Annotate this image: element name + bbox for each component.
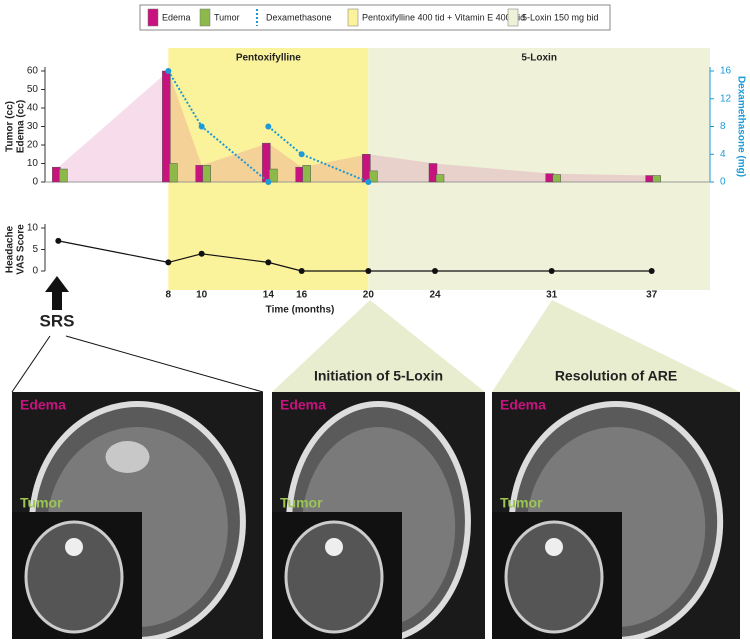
y2-tick-label: 0 [720, 177, 726, 188]
bar [169, 163, 178, 183]
edema-label: Edema [500, 397, 546, 413]
vas-point [432, 268, 438, 274]
bar [435, 174, 445, 183]
panel-heading: Resolution of ARE [555, 368, 677, 384]
vas-point [365, 268, 372, 274]
bar [369, 170, 378, 183]
inset-skull [284, 520, 384, 634]
dexamethasone-point [298, 151, 305, 158]
x-tick-label: 16 [296, 290, 308, 301]
y2-axis-label: Dexamethasone (mg) [735, 76, 746, 177]
x-tick-label: 37 [646, 290, 658, 301]
y-tick-label: 10 [27, 158, 39, 169]
x-tick-label: 24 [429, 290, 441, 301]
inset-tumor [65, 538, 83, 556]
vas-point [198, 250, 205, 257]
x-axis-label: Time (months) [266, 305, 335, 316]
vas-point [265, 259, 272, 266]
y-axis-label: VAS Score [16, 224, 27, 275]
y-tick-label: 5 [32, 244, 38, 255]
x-tick-label: 14 [263, 290, 275, 301]
tumor-label: Tumor [280, 495, 323, 511]
x-tick-label: 20 [363, 290, 375, 301]
x-tick-label: 31 [546, 290, 558, 301]
edema-area [58, 71, 652, 182]
lesion [105, 441, 150, 473]
period-label: 5-Loxin [521, 53, 557, 64]
tumor-label: Tumor [500, 495, 543, 511]
y2-tick-label: 12 [720, 93, 732, 104]
edema-label: Edema [20, 397, 66, 413]
dexamethasone-point [265, 179, 272, 185]
vas-point [298, 268, 305, 274]
srs-label: SRS [40, 311, 75, 330]
callout [492, 300, 740, 392]
y2-tick-label: 16 [720, 66, 732, 77]
inset-skull [24, 520, 124, 634]
y-tick-label: 60 [27, 66, 39, 77]
bar [302, 165, 311, 183]
panel-heading: Initiation of 5-Loxin [314, 368, 443, 384]
y-tick-label: 0 [32, 177, 38, 188]
legend [139, 4, 611, 31]
y-tick-label: 0 [32, 266, 38, 277]
x-tick-label: 10 [196, 290, 208, 301]
y-tick-label: 50 [27, 84, 39, 95]
vas-point [548, 268, 555, 274]
callout [272, 300, 485, 392]
vas-point [648, 268, 655, 274]
inset-tumor [545, 538, 563, 556]
legend-label: Edema [162, 12, 191, 22]
legend-swatch [347, 8, 359, 27]
y-axis-label: Headache [5, 225, 16, 273]
period-band [368, 48, 710, 290]
legend-label: Tumor [214, 12, 240, 22]
inset-tumor [325, 538, 343, 556]
bar [269, 168, 278, 183]
dexamethasone-point [265, 123, 272, 130]
y-tick-label: 40 [27, 103, 39, 114]
x-tick-label: 8 [166, 290, 172, 301]
y2-tick-label: 8 [720, 121, 726, 132]
vas-point [55, 237, 62, 244]
legend-swatch [507, 8, 519, 27]
y-tick-label: 30 [27, 121, 39, 132]
edema-label: Edema [280, 397, 326, 413]
y2-tick-label: 4 [720, 149, 726, 160]
legend-swatch [199, 8, 211, 27]
bar [59, 168, 68, 183]
srs-arrow [45, 276, 69, 310]
y-axis-label: Tumor (cc) [5, 101, 16, 152]
bar [652, 175, 661, 183]
bar [202, 165, 211, 183]
legend-label: Dexamethasone [266, 12, 332, 22]
dexamethasone-point [198, 123, 205, 130]
dexamethasone-point [365, 179, 372, 185]
y-tick-label: 20 [27, 140, 39, 151]
y-axis-label: Edema (cc) [16, 100, 27, 153]
inset-skull [504, 520, 604, 634]
dexamethasone-point [165, 68, 172, 74]
legend-swatch [147, 8, 159, 27]
vas-point [165, 259, 172, 266]
callout-line [11, 335, 51, 393]
legend-label: 5-Loxin 150 mg bid [522, 12, 599, 22]
y-tick-label: 10 [27, 223, 39, 234]
bar [428, 163, 438, 183]
legend-label: Pentoxifylline 400 tid + Vitamin E 400 b… [362, 12, 525, 22]
bar [552, 174, 561, 183]
callout-line [65, 335, 264, 393]
period-label: Pentoxifylline [236, 53, 301, 64]
tumor-label: Tumor [20, 495, 63, 511]
